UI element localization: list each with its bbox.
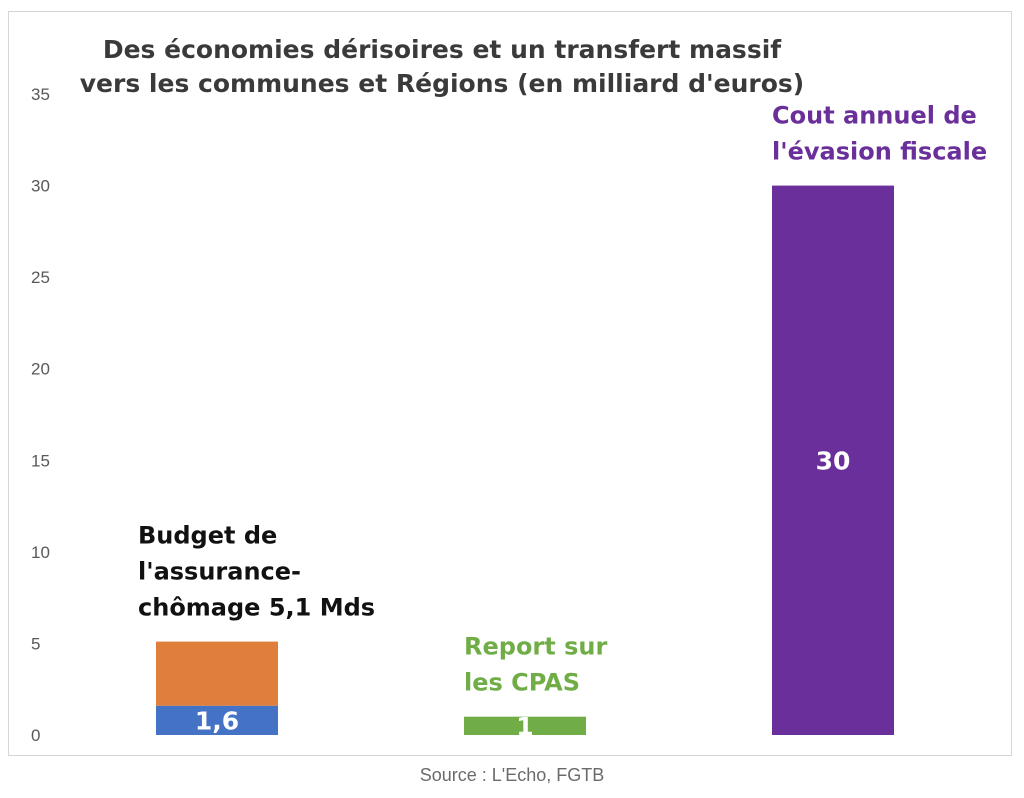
- y-tick-label: 5: [31, 634, 40, 653]
- bar-annotation-line: les CPAS: [464, 669, 580, 697]
- y-tick-label: 0: [31, 726, 40, 745]
- y-tick-label: 35: [31, 85, 50, 104]
- bar-annotation-line: Budget de: [138, 522, 277, 550]
- chart-frame: Des économies dérisoires et un transfert…: [8, 11, 1012, 756]
- y-tick-label: 30: [31, 177, 50, 196]
- bar-annotation-line: Report sur: [464, 633, 607, 661]
- chart-title-line: vers les communes et Régions (en milliar…: [80, 69, 804, 98]
- source-note: Source : L'Echo, FGTB: [419, 765, 605, 785]
- bar-data-label: 30: [816, 446, 851, 475]
- y-tick-label: 15: [31, 451, 50, 470]
- bar-annotation-line: l'évasion fiscale: [772, 138, 987, 166]
- bar-annotation-line: l'assurance-: [138, 558, 301, 586]
- chart-title-line: Des économies dérisoires et un transfert…: [103, 35, 782, 64]
- bar-segment: [772, 185, 894, 736]
- bar-annotation-line: Cout annuel de: [772, 102, 977, 130]
- y-tick-label: 25: [31, 268, 50, 287]
- bar-data-label: 1: [516, 712, 533, 741]
- y-tick-label: 20: [31, 360, 50, 379]
- bar-annotation-line: chômage 5,1 Mds: [138, 594, 375, 622]
- bar-data-label: 1,6: [195, 706, 239, 735]
- bar-chart: Des économies dérisoires et un transfert…: [31, 35, 987, 745]
- bar-segment: [156, 705, 278, 735]
- y-tick-label: 10: [31, 543, 50, 562]
- bar-segment: [156, 641, 278, 706]
- bar-segment: [464, 716, 586, 735]
